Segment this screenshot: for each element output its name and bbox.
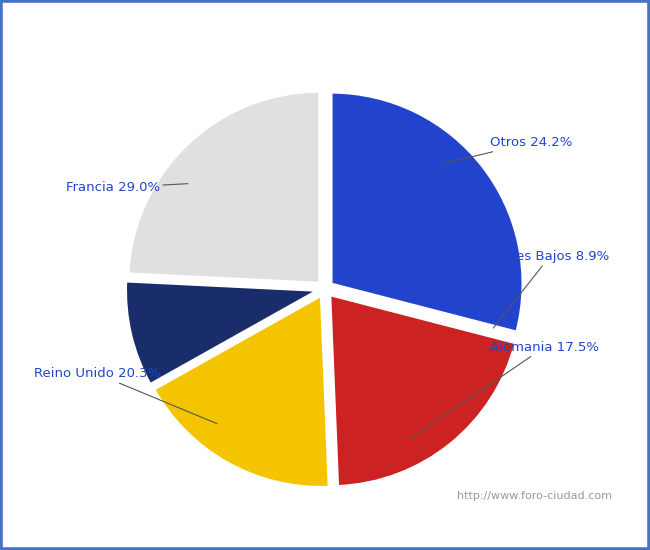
Wedge shape bbox=[128, 91, 320, 283]
Text: http://www.foro-ciudad.com: http://www.foro-ciudad.com bbox=[457, 492, 612, 502]
Text: Otros 24.2%: Otros 24.2% bbox=[444, 136, 572, 163]
Text: Francia 29.0%: Francia 29.0% bbox=[66, 181, 188, 194]
Wedge shape bbox=[126, 281, 317, 384]
Wedge shape bbox=[332, 92, 523, 332]
Wedge shape bbox=[330, 295, 515, 486]
Text: Reino Unido 20.3%: Reino Unido 20.3% bbox=[34, 367, 217, 424]
Text: Dúrcal - Turistas extranjeros según país - Agosto de 2024: Dúrcal - Turistas extranjeros según país… bbox=[95, 15, 555, 31]
Text: Países Bajos 8.9%: Países Bajos 8.9% bbox=[490, 250, 609, 328]
Text: Alemania 17.5%: Alemania 17.5% bbox=[410, 341, 599, 439]
Wedge shape bbox=[154, 296, 329, 487]
